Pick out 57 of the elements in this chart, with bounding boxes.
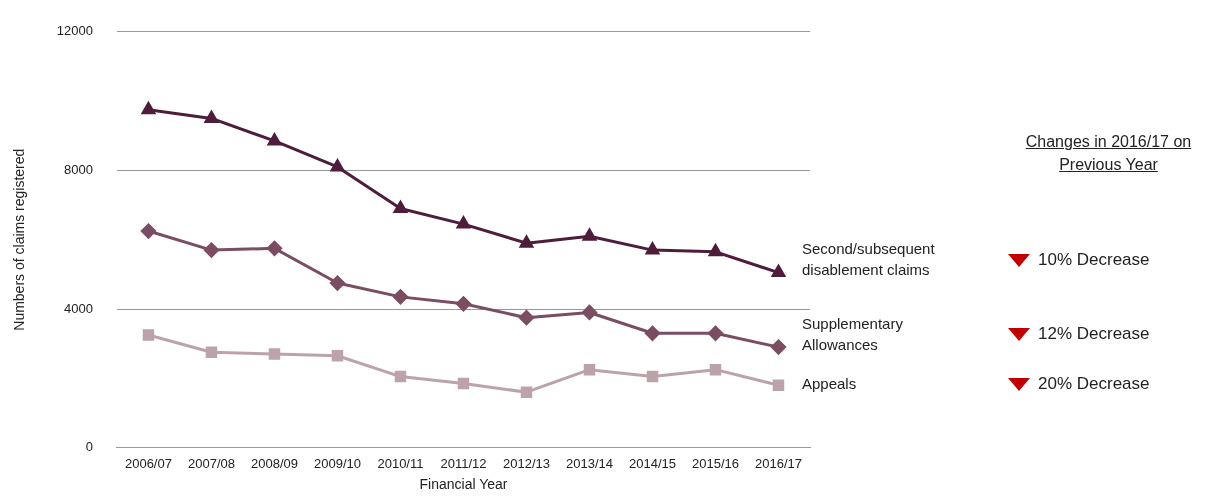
x-tick-label: 2015/16 — [691, 455, 739, 471]
text: 10% Decrease — [1038, 249, 1150, 270]
point — [267, 133, 282, 146]
point — [329, 275, 345, 291]
text: Changes in 2016/17 on Previous Year — [1024, 132, 1193, 175]
y-axis-title: Numbers of claims registered — [11, 148, 28, 331]
point — [457, 377, 470, 390]
point — [707, 325, 723, 341]
x-tick-label: 2012/13 — [502, 455, 550, 471]
point — [646, 370, 659, 383]
point — [205, 346, 218, 359]
point — [582, 228, 597, 241]
point — [203, 242, 219, 258]
y-tick-label: 8000 — [64, 161, 93, 177]
point — [581, 304, 597, 320]
series-label: Second/subsequent disablement claims — [802, 240, 936, 279]
x-tick-label: 2008/09 — [250, 455, 298, 471]
x-tick-label: 2016/17 — [755, 455, 802, 471]
point — [519, 235, 534, 248]
point — [771, 265, 786, 278]
x-tick-label: 2013/14 — [565, 455, 613, 471]
x-axis-title: Financial Year — [419, 476, 508, 493]
point — [455, 296, 471, 312]
x-tick-label: 2014/15 — [628, 455, 676, 471]
point — [393, 201, 408, 214]
point — [709, 363, 722, 376]
point — [771, 339, 786, 355]
point — [772, 379, 785, 391]
point — [331, 350, 344, 362]
point — [141, 102, 156, 115]
point — [645, 242, 660, 255]
x-tick-label: 2011/12 — [440, 455, 487, 471]
point — [520, 386, 533, 398]
series-label: Supplementary Allowances — [802, 314, 904, 353]
point — [644, 325, 660, 341]
point — [140, 223, 156, 239]
x-tick-label: 2007/08 — [187, 455, 235, 471]
point — [456, 216, 471, 229]
point — [142, 329, 155, 341]
point — [268, 348, 281, 360]
text: 20% Decrease — [1038, 374, 1150, 395]
point — [583, 363, 596, 376]
point — [708, 244, 723, 257]
y-tick-label: 0 — [85, 439, 93, 455]
x-tick-label: 2010/11 — [377, 455, 424, 471]
point — [392, 289, 408, 305]
x-tick-label: 2009/10 — [313, 455, 361, 471]
y-tick-label: 4000 — [64, 300, 93, 316]
point — [394, 370, 407, 383]
y-tick-label: 12000 — [56, 23, 93, 39]
text: 12% Decrease — [1038, 324, 1150, 345]
point — [204, 110, 219, 123]
point — [518, 310, 534, 326]
point — [266, 240, 282, 256]
series-label: Appeals — [802, 375, 857, 393]
point — [330, 159, 345, 172]
x-tick-label: 2006/07 — [124, 455, 172, 471]
